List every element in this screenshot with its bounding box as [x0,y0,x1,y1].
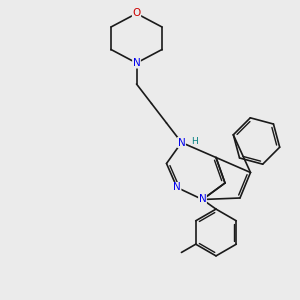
Text: O: O [132,8,141,19]
Text: N: N [199,194,206,205]
Text: N: N [173,182,181,193]
Text: N: N [133,58,140,68]
Text: H: H [192,136,198,146]
Text: N: N [178,137,185,148]
